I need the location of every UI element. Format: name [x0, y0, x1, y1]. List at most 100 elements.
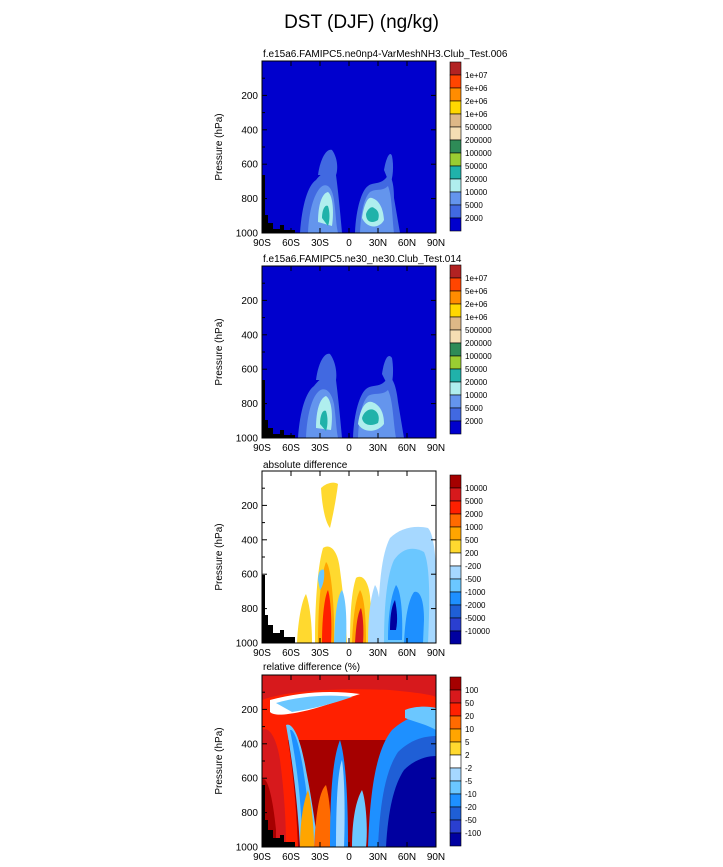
colorbar-label: 2000: [465, 510, 483, 519]
colorbar-swatch: [449, 819, 462, 834]
x-tick-label: 30S: [311, 238, 329, 249]
x-tick-label: 30S: [311, 852, 329, 863]
x-tick-label: 30N: [369, 443, 387, 454]
panel-1-field: [262, 61, 436, 233]
colorbar-swatch: [449, 165, 462, 180]
colorbar-swatch: [449, 578, 462, 593]
x-tick-label: 90S: [253, 648, 271, 659]
y-tick-label: 600: [241, 365, 258, 376]
colorbar-swatch: [449, 303, 462, 318]
colorbar-swatch: [449, 113, 462, 128]
x-tick-label: 30S: [311, 648, 329, 659]
colorbar-swatch: [449, 420, 462, 435]
colorbar-label: 1e+06: [465, 313, 488, 322]
colorbar-swatch: [449, 191, 462, 206]
colorbar-label: 1e+07: [465, 71, 488, 80]
y-axis-label: Pressure (hPa): [214, 113, 225, 180]
x-tick-label: 60N: [398, 852, 416, 863]
colorbar-swatch: [449, 407, 462, 422]
x-tick-label: 0: [346, 238, 352, 249]
colorbar-label: 5e+06: [465, 84, 488, 93]
colorbar-swatch: [449, 61, 462, 76]
colorbar-label: 2000: [465, 417, 483, 426]
colorbar-swatch: [449, 500, 462, 515]
x-tick-label: 30N: [369, 648, 387, 659]
x-tick-label: 0: [346, 852, 352, 863]
colorbar-label: 5e+06: [465, 287, 488, 296]
colorbar-label: 10: [465, 725, 474, 734]
colorbar-label: 2e+06: [465, 300, 488, 309]
figure-title: DST (DJF) (ng/kg): [284, 12, 439, 33]
colorbar-swatch: [449, 342, 462, 357]
y-tick-label: 1000: [236, 434, 259, 445]
colorbar-label: -20: [465, 803, 477, 812]
colorbar-swatch: [449, 355, 462, 370]
x-tick-label: 90N: [427, 443, 445, 454]
colorbar-swatch: [449, 591, 462, 606]
y-tick-label: 800: [241, 399, 258, 410]
x-tick-label: 0: [346, 443, 352, 454]
colorbar-label: 2e+06: [465, 97, 488, 106]
x-tick-label: 90N: [427, 852, 445, 863]
colorbar-swatch: [449, 565, 462, 580]
y-tick-label: 1000: [236, 639, 259, 650]
colorbar-label: -5000: [465, 614, 486, 623]
colorbar-swatch: [449, 832, 462, 847]
x-tick-label: 60S: [282, 852, 300, 863]
y-axis-label: Pressure (hPa): [214, 318, 225, 385]
y-tick-label: 800: [241, 194, 258, 205]
x-tick-label: 90S: [253, 443, 271, 454]
colorbar-swatch: [449, 217, 462, 232]
y-tick-label: 400: [241, 739, 258, 750]
x-tick-label: 60N: [398, 443, 416, 454]
panel-1-title: f.e15a6.FAMIPC5.ne0np4-VarMeshNH3.Club_T…: [263, 49, 508, 60]
colorbar-swatch: [449, 277, 462, 292]
colorbar-swatch: [449, 630, 462, 645]
colorbar-swatch: [449, 552, 462, 567]
colorbar-label: 50: [465, 699, 474, 708]
colorbar-label: -5: [465, 777, 473, 786]
y-tick-label: 800: [241, 808, 258, 819]
x-tick-label: 60N: [398, 238, 416, 249]
colorbar-label: 50000: [465, 365, 488, 374]
colorbar-label: 20000: [465, 175, 488, 184]
colorbar-swatch: [449, 604, 462, 619]
colorbar-swatch: [449, 767, 462, 782]
colorbar-label: -500: [465, 575, 482, 584]
colorbar-label: -2: [465, 764, 473, 773]
y-tick-label: 1000: [236, 843, 259, 854]
x-tick-label: 90S: [253, 852, 271, 863]
colorbar-swatch: [449, 689, 462, 704]
colorbar-swatch: [449, 394, 462, 409]
colorbar-swatch: [449, 100, 462, 115]
colorbar-label: 500000: [465, 326, 492, 335]
colorbar-label: 500: [465, 536, 479, 545]
colorbar-label: -200: [465, 562, 482, 571]
panel-2-field: [262, 266, 436, 438]
colorbar-label: 10000: [465, 391, 488, 400]
colorbar-swatch: [449, 676, 462, 691]
colorbar-swatch: [449, 487, 462, 502]
colorbar-label: 20: [465, 712, 474, 721]
colorbar-swatch: [449, 715, 462, 730]
colorbar-label: -100: [465, 829, 482, 838]
x-tick-label: 90N: [427, 238, 445, 249]
colorbar-swatch: [449, 74, 462, 89]
colorbar-swatch: [449, 526, 462, 541]
colorbar-label: 1e+07: [465, 274, 488, 283]
y-tick-label: 200: [241, 296, 258, 307]
colorbar-label: 10000: [465, 484, 488, 493]
panel-3-field: [262, 471, 436, 643]
colorbar-swatch: [449, 780, 462, 795]
colorbar-label: 2: [465, 751, 470, 760]
colorbar-label: -50: [465, 816, 477, 825]
colorbar-swatch: [449, 728, 462, 743]
colorbar-label: 100000: [465, 149, 492, 158]
colorbar-swatch: [449, 617, 462, 632]
colorbar-swatch: [449, 178, 462, 193]
x-tick-label: 30S: [311, 443, 329, 454]
colorbar-label: 100000: [465, 352, 492, 361]
colorbar-label: 2000: [465, 214, 483, 223]
colorbar-swatch: [449, 290, 462, 305]
colorbar-swatch: [449, 264, 462, 279]
